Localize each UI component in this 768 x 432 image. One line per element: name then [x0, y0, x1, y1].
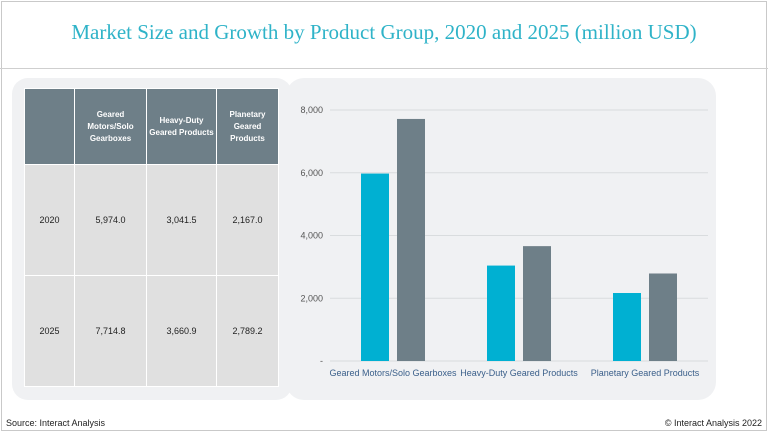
copyright-note: © Interact Analysis 2022: [664, 418, 762, 428]
table-cell: 2,789.2: [216, 275, 279, 387]
title-divider: [0, 68, 768, 69]
table-row: 2025 7,714.8 3,660.9 2,789.2: [24, 275, 279, 387]
chart-title: Market Size and Growth by Product Group,…: [71, 20, 697, 44]
bar-2020: [487, 265, 515, 361]
bar-2020: [613, 293, 641, 361]
bar-2025: [523, 246, 551, 361]
table-row: 2020 5,974.0 3,041.5 2,167.0: [24, 164, 279, 276]
y-tick-label: 2,000: [300, 293, 323, 303]
table-header-heavy-duty: Heavy-Duty Geared Products: [146, 88, 217, 165]
bar-2025: [649, 273, 677, 361]
bar-2020: [361, 173, 389, 361]
y-tick-label: -: [320, 356, 323, 366]
table-header-planetary: Planetary Geared Products: [216, 88, 279, 165]
table-cell: 2,167.0: [216, 164, 279, 276]
x-tick-label: Geared Motors/Solo Gearboxes: [329, 368, 457, 378]
table-cell: 5,974.0: [74, 164, 147, 276]
table-cell: 7,714.8: [74, 275, 147, 387]
x-tick-label: Planetary Geared Products: [591, 368, 700, 378]
bar-2025: [397, 118, 425, 361]
y-tick-label: 6,000: [300, 168, 323, 178]
y-tick-label: 8,000: [300, 105, 323, 115]
table-header-row: Geared Motors/Solo Gearboxes Heavy-Duty …: [24, 88, 279, 165]
table-cell: 3,041.5: [146, 164, 217, 276]
y-tick-label: 4,000: [300, 231, 323, 241]
x-tick-label: Heavy-Duty Geared Products: [460, 368, 578, 378]
table-cell-year: 2020: [24, 164, 75, 276]
data-table: Geared Motors/Solo Gearboxes Heavy-Duty …: [24, 88, 279, 387]
source-note: Source: Interact Analysis: [6, 418, 106, 428]
table-header-corner: [24, 88, 75, 165]
table-cell: 3,660.9: [146, 275, 217, 387]
